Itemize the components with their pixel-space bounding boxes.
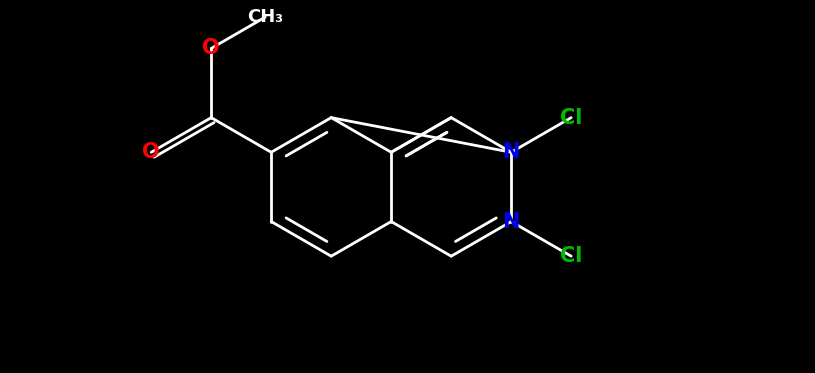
Text: CH₃: CH₃	[247, 8, 284, 26]
Text: N: N	[503, 211, 520, 232]
Text: Cl: Cl	[560, 108, 583, 128]
Text: Cl: Cl	[560, 246, 583, 266]
Text: N: N	[503, 142, 520, 162]
Text: O: O	[143, 142, 160, 162]
Text: O: O	[202, 38, 220, 58]
